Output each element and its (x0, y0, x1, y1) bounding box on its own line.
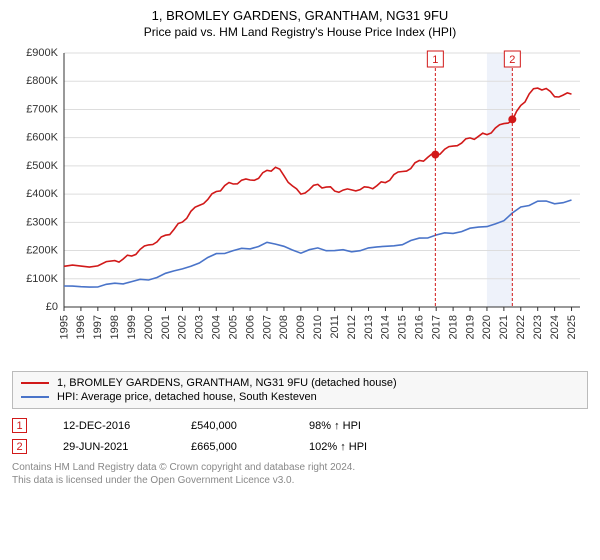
highlight-band (487, 53, 512, 307)
sale-marker-dot (508, 115, 516, 123)
legend-label: 1, BROMLEY GARDENS, GRANTHAM, NG31 9FU (… (57, 377, 397, 389)
sale-date: 29-JUN-2021 (63, 441, 163, 453)
x-tick-label: 2022 (515, 315, 527, 339)
x-tick-label: 1995 (58, 315, 70, 339)
y-tick-label: £0 (46, 301, 58, 313)
x-tick-label: 2018 (447, 315, 459, 339)
sale-marker-number: 2 (509, 54, 515, 66)
x-tick-label: 2003 (194, 315, 206, 339)
legend-swatch-2 (21, 396, 49, 398)
x-tick-label: 2009 (295, 315, 307, 339)
y-tick-label: £600K (26, 132, 58, 144)
y-tick-label: £500K (26, 160, 58, 172)
x-tick-label: 2021 (498, 315, 510, 339)
x-tick-label: 2019 (464, 315, 476, 339)
x-tick-label: 2012 (346, 315, 358, 339)
license-footer: Contains HM Land Registry data © Crown c… (12, 461, 588, 487)
chart-title: 1, BROMLEY GARDENS, GRANTHAM, NG31 9FU (12, 8, 588, 23)
y-tick-label: £900K (26, 47, 58, 59)
chart-subtitle: Price paid vs. HM Land Registry's House … (12, 25, 588, 39)
y-tick-label: £400K (26, 188, 58, 200)
sale-hpi-pct: 102% ↑ HPI (309, 441, 367, 453)
sale-price: £540,000 (191, 420, 281, 432)
sale-marker-dot (431, 151, 439, 159)
x-tick-label: 2007 (261, 315, 273, 339)
legend-item: HPI: Average price, detached house, Sout… (21, 390, 579, 404)
sale-marker-number: 1 (432, 54, 438, 66)
sale-date: 12-DEC-2016 (63, 420, 163, 432)
y-tick-label: £100K (26, 273, 58, 285)
x-tick-label: 2024 (549, 315, 561, 339)
y-tick-label: £700K (26, 103, 58, 115)
x-tick-label: 2011 (329, 315, 341, 339)
x-tick-label: 1998 (109, 315, 121, 339)
x-tick-label: 1996 (75, 315, 87, 339)
x-tick-label: 2006 (244, 315, 256, 339)
x-tick-label: 1997 (92, 315, 104, 339)
sale-row: 1 12-DEC-2016 £540,000 98% ↑ HPI (12, 415, 588, 436)
x-tick-label: 2023 (532, 315, 544, 339)
legend: 1, BROMLEY GARDENS, GRANTHAM, NG31 9FU (… (12, 371, 588, 409)
footer-line: This data is licensed under the Open Gov… (12, 474, 588, 487)
sale-marker-icon: 1 (12, 418, 27, 433)
x-tick-label: 2001 (160, 315, 172, 339)
x-tick-label: 2013 (363, 315, 375, 339)
chart-area: £0 £100K £200K £300K £400K £500K £600K £700K £80… (12, 45, 588, 365)
x-tick-label: 2004 (211, 315, 223, 339)
legend-item: 1, BROMLEY GARDENS, GRANTHAM, NG31 9FU (… (21, 376, 579, 390)
sales-table: 1 12-DEC-2016 £540,000 98% ↑ HPI 2 29-JU… (12, 415, 588, 457)
x-tick-label: 2005 (227, 315, 239, 339)
x-tick-label: 2015 (397, 315, 409, 339)
chart-svg: £0 £100K £200K £300K £400K £500K £600K £700K £80… (12, 45, 588, 365)
x-tick-label: 2020 (481, 315, 493, 339)
x-tick-label: 2025 (566, 315, 578, 339)
x-tick-label: 1999 (126, 315, 138, 339)
footer-line: Contains HM Land Registry data © Crown c… (12, 461, 588, 474)
x-tick-label: 2002 (177, 315, 189, 339)
x-tick-label: 2000 (143, 315, 155, 339)
sale-hpi-pct: 98% ↑ HPI (309, 420, 361, 432)
sale-marker-icon: 2 (12, 439, 27, 454)
legend-label: HPI: Average price, detached house, Sout… (57, 391, 317, 403)
x-tick-label: 2008 (278, 315, 290, 339)
y-tick-label: £300K (26, 216, 58, 228)
y-tick-label: £800K (26, 75, 58, 87)
x-tick-label: 2014 (380, 315, 392, 339)
x-tick-label: 2016 (414, 315, 426, 339)
x-tick-label: 2010 (312, 315, 324, 339)
sale-row: 2 29-JUN-2021 £665,000 102% ↑ HPI (12, 436, 588, 457)
legend-swatch-1 (21, 382, 49, 384)
sale-price: £665,000 (191, 441, 281, 453)
x-tick-label: 2017 (430, 315, 442, 339)
y-tick-label: £200K (26, 245, 58, 257)
